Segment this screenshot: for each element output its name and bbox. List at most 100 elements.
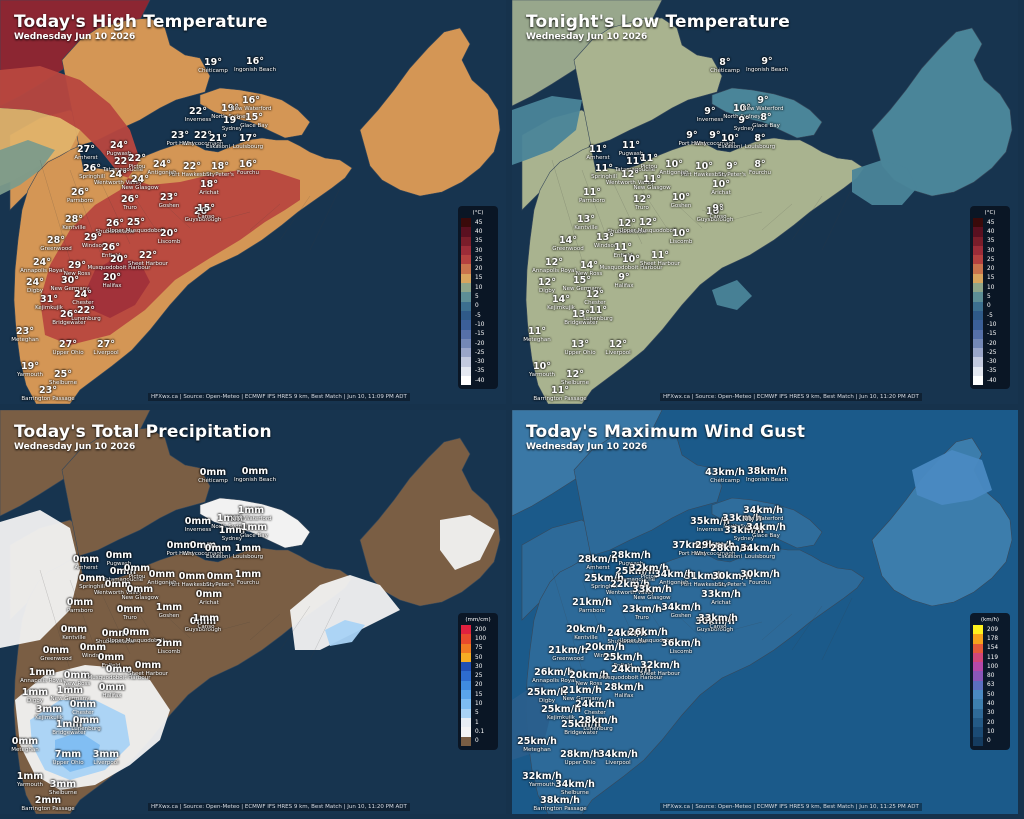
legend-value: 20 [475,266,483,273]
color-legend: (°C) 45 40 35 30 25 20 15 10 5 0 -5 -10 -15 -20 -25 -30… [970,206,1010,390]
legend-entry: -30 [973,357,1007,367]
legend-unit: (mm/cm) [465,617,491,623]
legend-swatch [973,699,983,709]
county-boundary [791,605,823,651]
legend-value: 63 [987,682,995,689]
map-canvas [0,410,506,814]
legend-entry: 1 [461,717,495,728]
prince-edward-island [199,497,311,549]
legend-entry: 30 [461,245,495,256]
legend-swatch [461,255,471,265]
legend-swatch [461,376,471,386]
legend-value: -10 [475,321,485,328]
county-boundary [219,621,251,631]
legend-swatch [973,348,983,358]
county-boundary [309,187,341,251]
legend-value: 20 [987,719,995,726]
legend-value: 10 [475,701,483,708]
legend-value: 15 [475,275,483,282]
legend-swatch [973,218,983,228]
county-boundary [731,621,763,631]
legend-value: 40 [987,701,995,708]
legend-value: -5 [475,312,481,319]
legend-swatch [461,273,471,284]
county-boundary [641,599,673,647]
legend-value: 45 [987,219,995,226]
legend-value: 20 [987,266,995,273]
legend-swatch [973,301,983,311]
legend-swatch [461,366,471,377]
legend-value: 30 [987,710,995,717]
shaded-zone-2 [0,140,55,195]
legend-value: 75 [475,645,483,652]
legend-entry: 30 [973,245,1007,256]
county-boundary [581,169,613,253]
shaded-zone-2 [712,280,752,310]
nova-scotia-mainland [525,427,865,814]
shaded-zone-1 [912,450,992,505]
cape-breton-island [871,27,1013,197]
shaded-zone-1 [852,160,917,205]
legend-swatch [973,376,983,386]
legend-entry: 178 [973,634,1007,644]
county-boundary [39,569,71,671]
county-boundary [159,609,191,639]
legend-swatch [973,236,983,246]
legend-swatch [973,283,983,293]
legend-value: 50 [475,654,483,661]
legend-swatch [973,310,983,321]
legend-entry: -10 [461,320,495,330]
shaded-zone-3 [86,258,150,318]
legend-value: 0 [987,303,991,310]
legend-value: 10 [475,284,483,291]
legend-value: -15 [475,331,485,338]
legend-swatch [973,690,983,700]
county-boundary [129,189,161,237]
legend-entry: 15 [461,273,495,284]
legend-swatch [973,625,983,635]
map-canvas [512,410,1018,814]
legend-value: -35 [987,368,997,375]
county-boundary [641,189,673,237]
legend-entry: 0 [461,301,495,311]
legend-entry: 50 [973,690,1007,700]
legend-entry: 15 [461,690,495,700]
county-boundary [99,589,131,655]
shaded-zone-0 [512,680,552,760]
county-boundary [189,209,221,221]
county-boundary [761,613,793,641]
shaded-zone-5 [325,620,365,646]
legend-swatch [461,717,471,728]
county-boundary [821,187,853,251]
legend-value: 50 [987,691,995,698]
legend-entry: 0 [973,736,1007,746]
legend-swatch [461,671,471,681]
legend-swatch [973,680,983,691]
legend-entry: 45 [461,218,495,228]
legend-value: -35 [475,368,485,375]
county-boundary [279,605,311,651]
legend-entry: 40 [973,699,1007,709]
legend-value: 35 [475,238,483,245]
legend-entry: 10 [973,727,1007,737]
county-boundary [701,619,733,631]
legend-entry: -5 [461,310,495,321]
legend-value: 154 [987,645,999,652]
legend-entry: 35 [461,236,495,246]
panel-title: Today's Total Precipitation [14,422,272,442]
county-boundary [189,619,221,631]
legend-entry: -10 [973,320,1007,330]
legend-entry: 5 [461,292,495,302]
legend-entry: 45 [973,218,1007,228]
county-boundary [821,597,853,661]
legend-entry: 20 [461,264,495,274]
high-temperature-panel: Today's High Temperature Wednesday Jun 1… [0,0,506,404]
legend-entry: 10 [461,699,495,709]
legend-value: 0 [475,303,479,310]
county-boundary [611,179,643,245]
legend-entry: 0.1 [461,727,495,737]
legend-entry: 63 [973,680,1007,691]
county-boundary [791,195,823,241]
county-boundary [731,211,763,221]
legend-entry: 0 [461,736,495,746]
